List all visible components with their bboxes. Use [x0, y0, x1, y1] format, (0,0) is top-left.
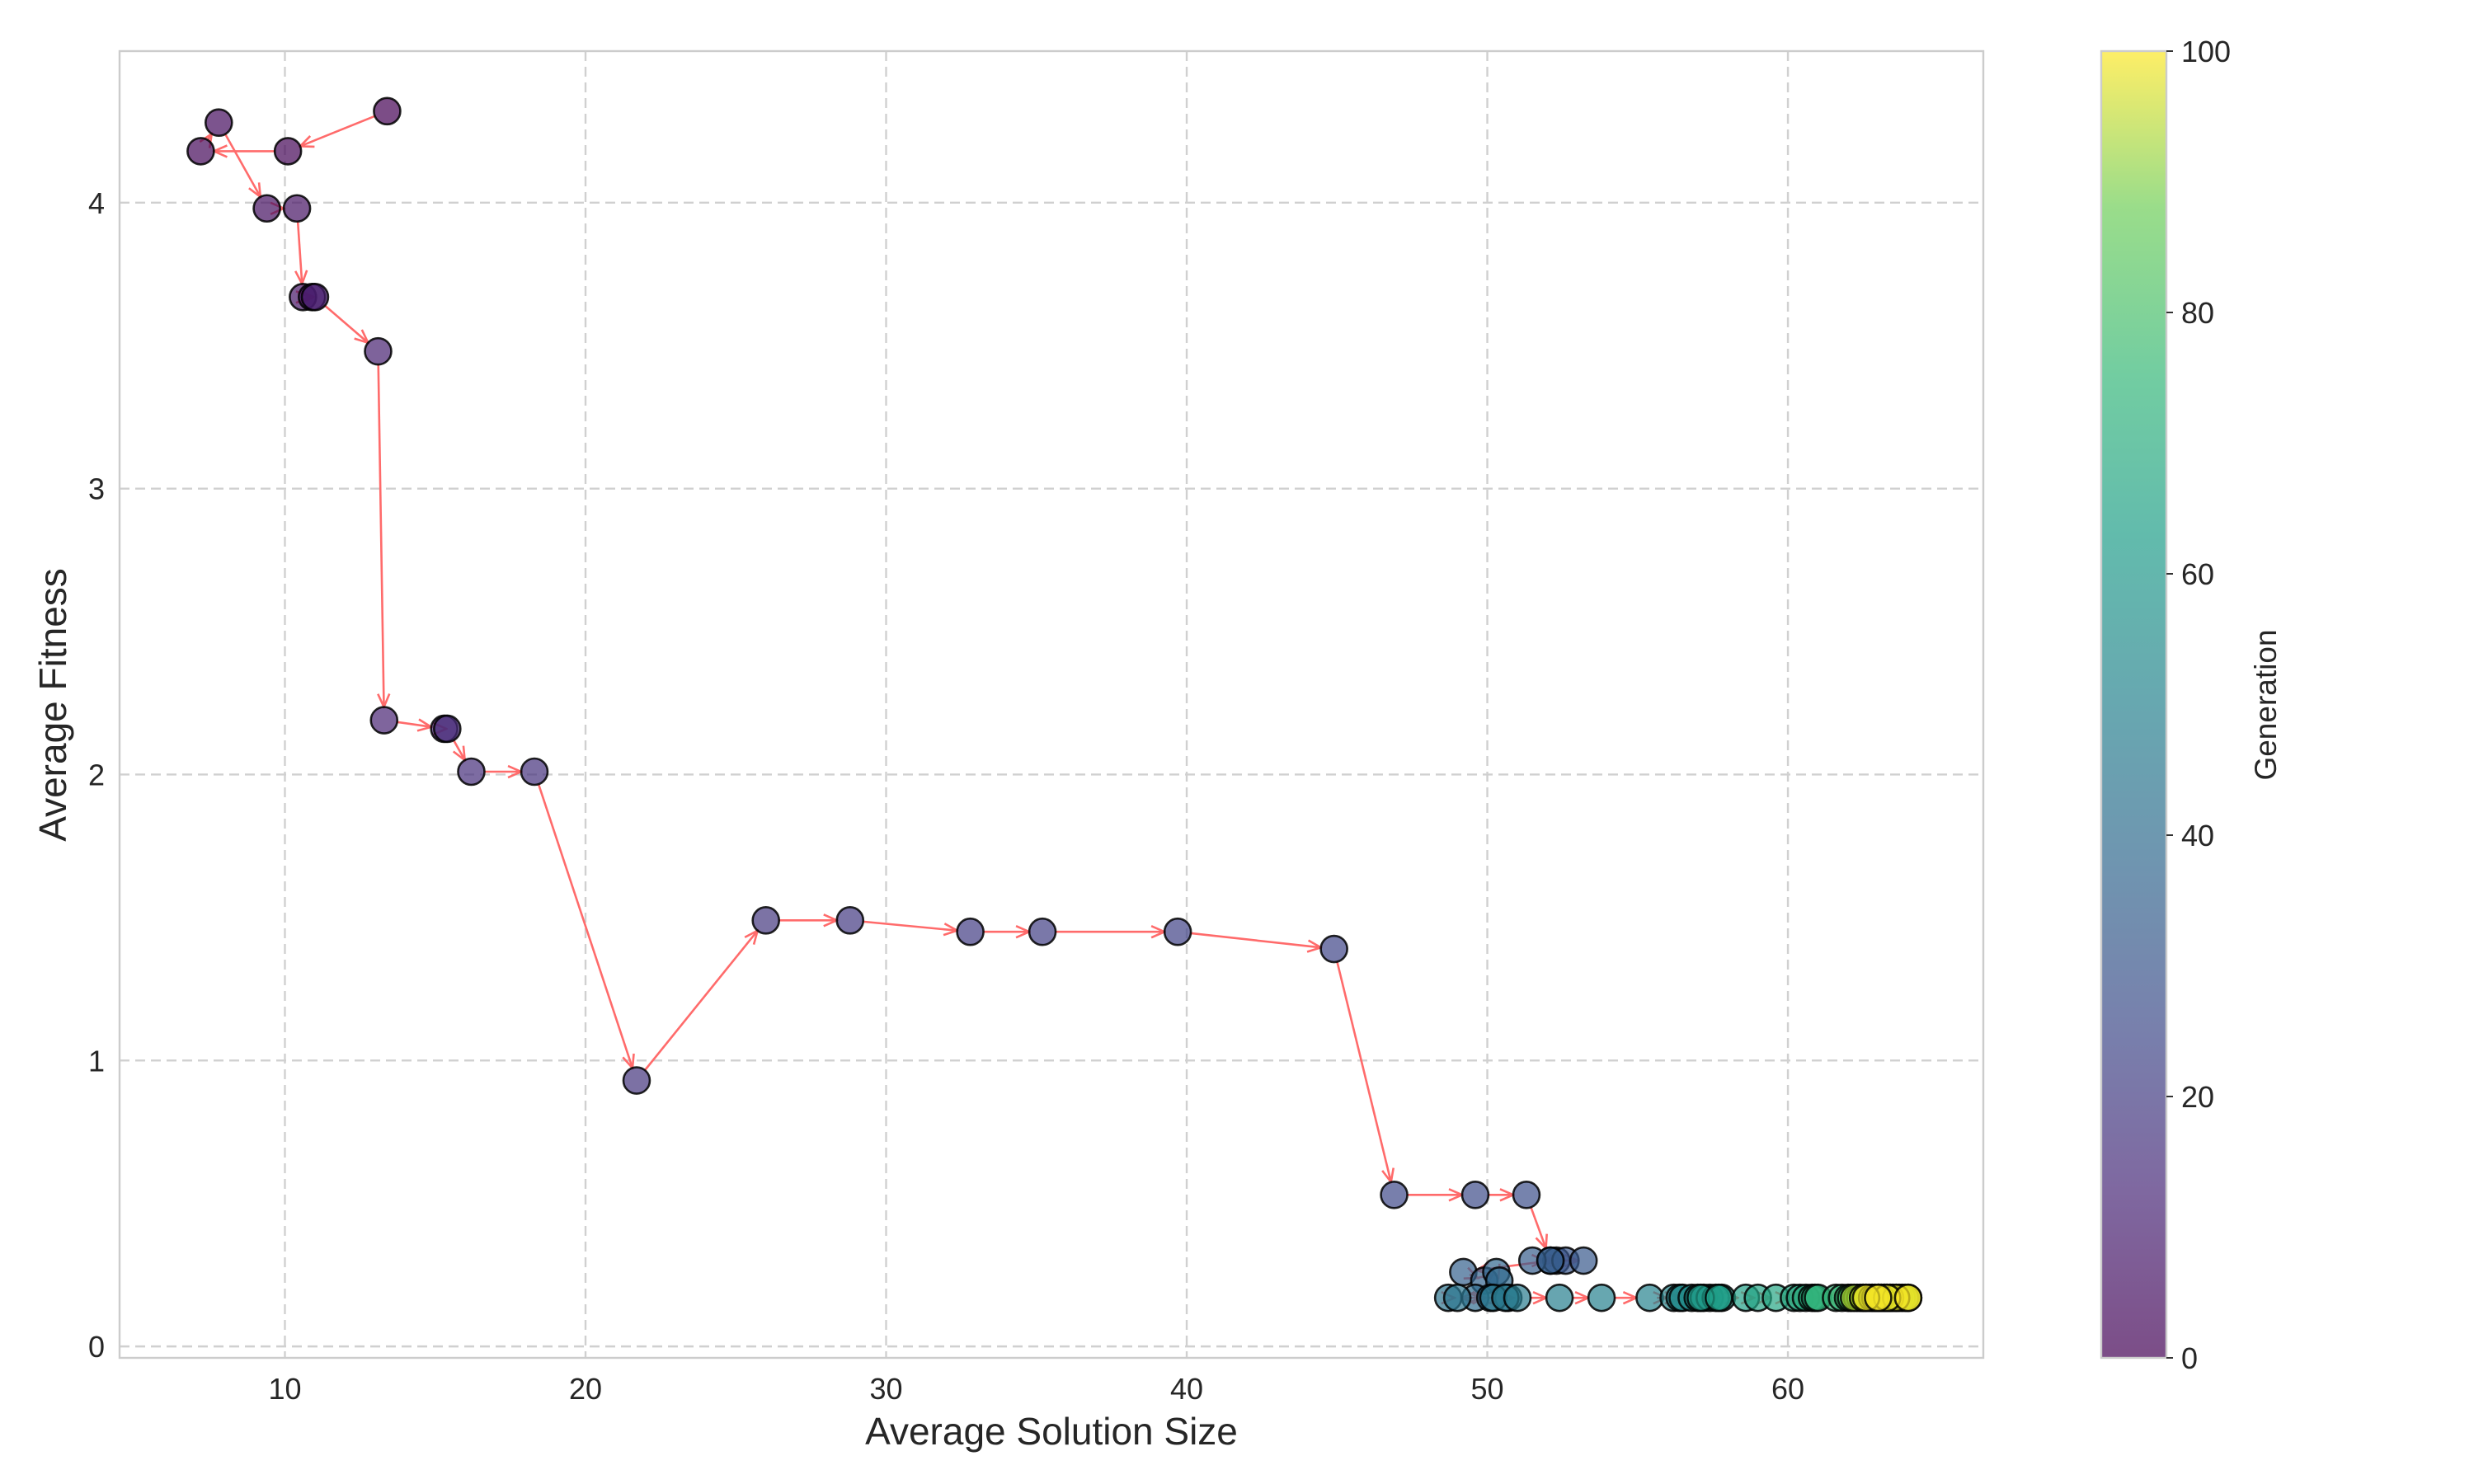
data-point [1536, 1246, 1565, 1275]
trajectory-arrow [863, 920, 957, 931]
x-tick-label: 10 [268, 1372, 301, 1406]
plot-area [118, 49, 1985, 1360]
trajectory-arrow [644, 931, 758, 1071]
trajectory-arrow [397, 722, 431, 727]
data-point [300, 282, 330, 312]
x-tick-label: 60 [1771, 1372, 1804, 1406]
data-point [1569, 1246, 1598, 1275]
colorbar-gradient [2101, 51, 2166, 1358]
data-point [520, 757, 549, 787]
data-point [956, 917, 985, 946]
data-point [835, 906, 865, 935]
data-point [1028, 917, 1057, 946]
colorbar-tick-label: 100 [2181, 35, 2231, 68]
trajectory-arrow [1530, 1206, 1545, 1248]
data-point [1380, 1181, 1409, 1209]
trajectory-arrow [300, 115, 376, 147]
y-tick-label: 4 [88, 186, 105, 220]
data-point [186, 137, 215, 166]
trajectory-arrow [324, 304, 368, 343]
colorbar-frame [2100, 49, 2168, 1360]
data-point [1864, 1283, 1893, 1313]
data-point [1319, 934, 1348, 964]
data-point [1704, 1283, 1733, 1313]
data-point [369, 706, 399, 735]
x-tick-label: 20 [569, 1372, 602, 1406]
data-point [457, 757, 486, 787]
colorbar-tick-label: 80 [2181, 296, 2214, 330]
data-point [1442, 1283, 1472, 1313]
colorbar-tick-label: 20 [2181, 1080, 2214, 1114]
x-axis-ticks: 10 20 30 40 50 60 [268, 1372, 1804, 1406]
trajectory-arrow [454, 740, 465, 760]
plot-background [120, 51, 1983, 1358]
data-point [273, 137, 303, 166]
trajectory-arrow [1190, 932, 1321, 947]
trajectory-arrow [208, 134, 212, 140]
data-point [204, 108, 233, 138]
trajectory-arrow [379, 364, 384, 707]
data-point [1460, 1181, 1490, 1209]
y-tick-label: 3 [88, 472, 105, 506]
x-tick-label: 40 [1170, 1372, 1203, 1406]
x-axis-label: Average Solution Size [865, 1410, 1238, 1453]
data-point [1893, 1283, 1923, 1313]
data-point [622, 1066, 651, 1095]
colorbar-label: Generation [2249, 629, 2283, 780]
trajectory-arrow [298, 221, 302, 284]
colorbar-tick-label: 60 [2181, 557, 2214, 591]
plot-frame [118, 49, 1985, 1360]
data-point [1635, 1283, 1664, 1313]
data-point [364, 336, 393, 366]
colorbar-tick-label: 0 [2181, 1341, 2198, 1375]
data-point [1512, 1181, 1541, 1209]
trajectory-arrow [1336, 961, 1390, 1182]
trajectory-arrows [208, 115, 1907, 1298]
data-point [252, 194, 281, 223]
colorbar: 0 20 40 60 80 100 Generation [2100, 35, 2283, 1375]
data-point [433, 714, 462, 744]
colorbar-ticks: 0 20 40 60 80 100 [2166, 35, 2231, 1375]
y-axis-label: Average Fitness [31, 568, 74, 842]
x-tick-label: 30 [869, 1372, 902, 1406]
data-point [373, 96, 402, 126]
trajectory-arrow [537, 783, 633, 1068]
data-points [186, 96, 1923, 1313]
grid [120, 51, 1983, 1358]
trajectory-arrow [223, 134, 261, 197]
data-point [282, 194, 312, 223]
data-point [1545, 1283, 1574, 1313]
data-point [1587, 1283, 1616, 1313]
y-tick-label: 1 [88, 1044, 105, 1078]
data-point [1503, 1283, 1532, 1313]
data-point [751, 906, 781, 935]
y-tick-label: 2 [88, 758, 105, 791]
y-axis-ticks: 0 1 2 3 4 [88, 186, 105, 1364]
colorbar-tick-label: 40 [2181, 819, 2214, 852]
x-tick-label: 50 [1471, 1372, 1504, 1406]
y-tick-label: 0 [88, 1330, 105, 1364]
data-point [1163, 917, 1192, 946]
